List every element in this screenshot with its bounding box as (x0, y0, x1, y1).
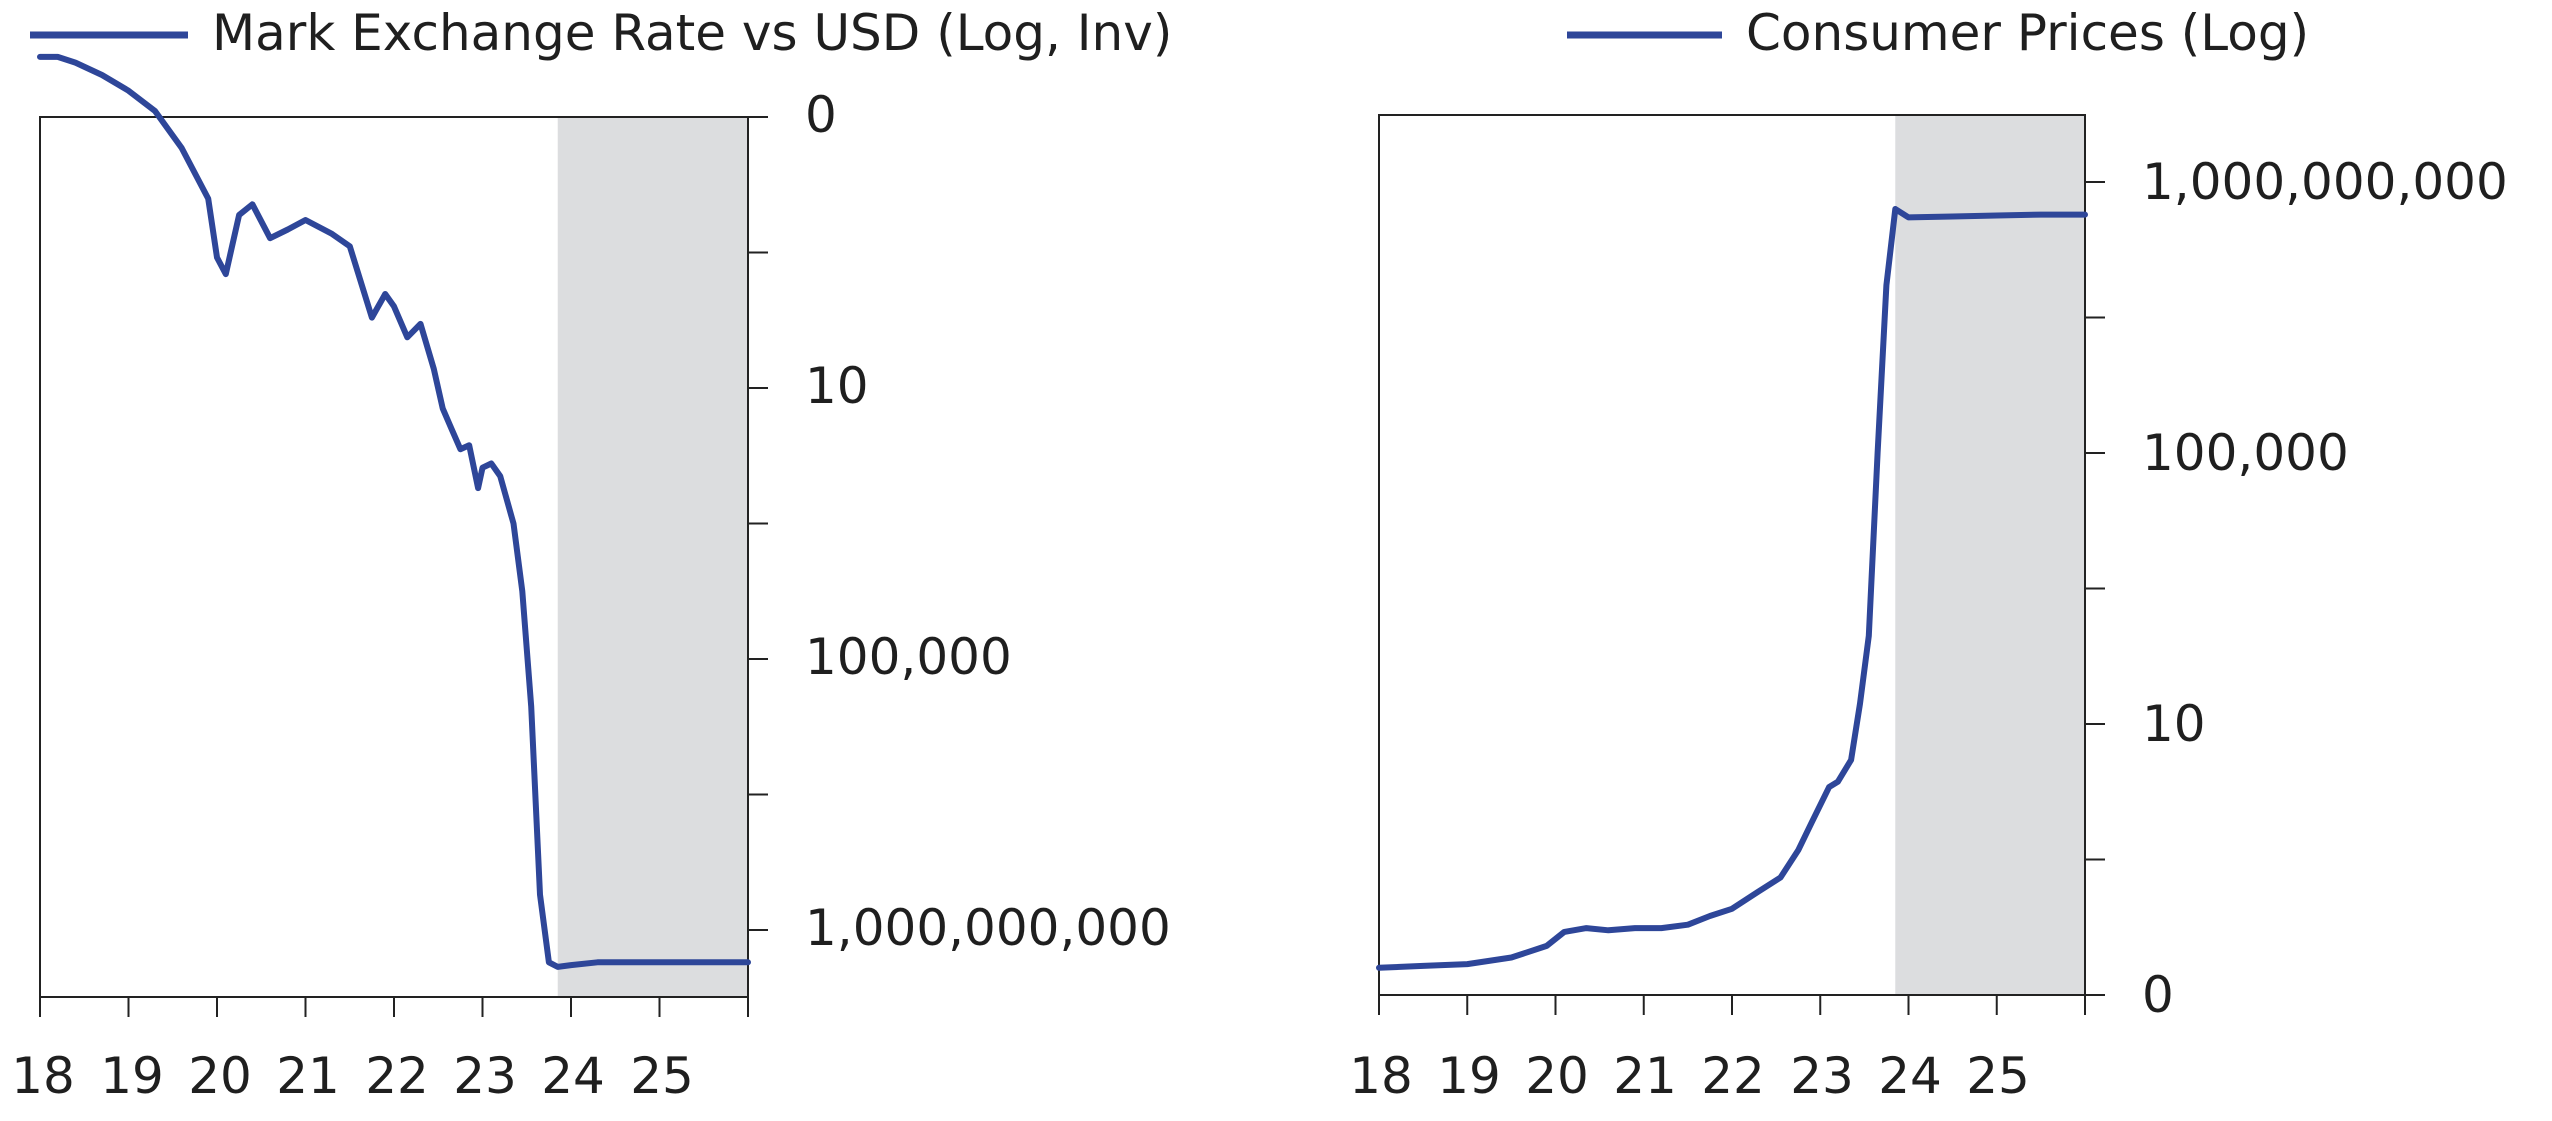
right-xtick-label: 23 (1790, 1047, 1854, 1105)
right-xtick-label: 25 (1966, 1047, 2030, 1105)
right-ytick-label: 10 (2142, 695, 2206, 753)
right-legend-label: Consumer Prices (Log) (1746, 4, 2309, 62)
left-xtick-label: 19 (100, 1047, 164, 1105)
left-ytick-label: 10 (805, 357, 869, 415)
left-ytick-label: 100,000 (805, 628, 1012, 686)
right-xtick-label: 19 (1437, 1047, 1501, 1105)
right-series-line (1376, 206, 2088, 971)
right-chart: Consumer Prices (Log) 0 10 100,000 1,000… (1349, 4, 2508, 1105)
right-x-tick-labels: 18 19 20 21 22 23 24 25 (1349, 1047, 2030, 1105)
left-xtick-label: 22 (365, 1047, 429, 1105)
right-xtick-label: 22 (1701, 1047, 1765, 1105)
left-chart: Mark Exchange Rate vs USD (Log, Inv) 0 1… (11, 4, 1172, 1105)
left-xtick-label: 23 (453, 1047, 517, 1105)
left-xtick-label: 24 (541, 1047, 605, 1105)
right-axis-ticks (1378, 181, 2105, 1015)
left-shaded-region (557, 117, 748, 997)
left-y-tick-labels: 0 10 100,000 1,000,000,000 (805, 86, 1171, 957)
left-axis-ticks (39, 116, 768, 1017)
left-ytick-label: 0 (805, 86, 837, 144)
right-ytick-label: 1,000,000,000 (2142, 153, 2508, 211)
right-ytick-label: 0 (2142, 966, 2174, 1024)
left-ytick-label: 1,000,000,000 (805, 899, 1171, 957)
left-xtick-label: 18 (11, 1047, 75, 1105)
right-xtick-label: 21 (1613, 1047, 1677, 1105)
left-xtick-label: 25 (630, 1047, 694, 1105)
right-xtick-label: 24 (1878, 1047, 1942, 1105)
right-xtick-label: 18 (1349, 1047, 1413, 1105)
right-xtick-label: 20 (1525, 1047, 1589, 1105)
left-series-line (37, 53, 751, 970)
right-shaded-region (1895, 115, 2085, 995)
left-x-tick-labels: 18 19 20 21 22 23 24 25 (11, 1047, 694, 1105)
right-ytick-label: 100,000 (2142, 424, 2349, 482)
left-legend-label: Mark Exchange Rate vs USD (Log, Inv) (212, 4, 1172, 62)
left-xtick-label: 20 (188, 1047, 252, 1105)
right-y-tick-labels: 0 10 100,000 1,000,000,000 (2142, 153, 2508, 1024)
left-xtick-label: 21 (276, 1047, 340, 1105)
